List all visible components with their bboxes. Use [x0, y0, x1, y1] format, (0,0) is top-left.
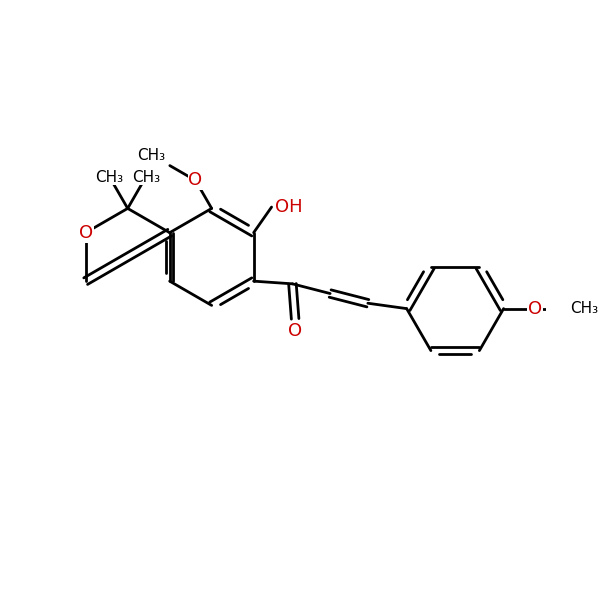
- Text: CH₃: CH₃: [95, 170, 124, 185]
- Text: O: O: [528, 299, 542, 317]
- Text: OH: OH: [275, 198, 303, 216]
- Text: O: O: [288, 322, 302, 340]
- Text: O: O: [79, 224, 93, 242]
- Text: CH₃: CH₃: [570, 301, 598, 316]
- Text: CH₃: CH₃: [131, 170, 160, 185]
- Text: O: O: [188, 172, 203, 190]
- Text: CH₃: CH₃: [137, 148, 166, 163]
